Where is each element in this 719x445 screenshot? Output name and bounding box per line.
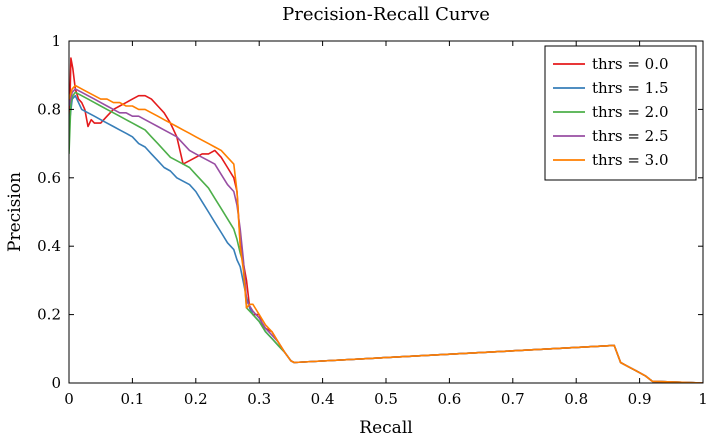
x-tick-label: 0.3: [247, 390, 271, 408]
x-tick-label: 0.9: [628, 390, 652, 408]
legend-box: [544, 45, 697, 181]
y-tick-label: 0.4: [37, 237, 61, 255]
x-tick-label: 0: [64, 390, 74, 408]
x-tick-label: 0.6: [437, 390, 461, 408]
x-tick-label: 0.5: [374, 390, 398, 408]
x-tick-label: 0.2: [184, 390, 208, 408]
x-axis: 0 0.1 0.2 0.3 0.4 0.5 0.6 0.7 0.8 0.9 1: [64, 41, 708, 408]
series-line-4: [69, 84, 703, 383]
y-axis: 0 0.2 0.4 0.6 0.8 1: [37, 32, 703, 392]
x-tick-label: 0.7: [501, 390, 525, 408]
legend-label: thrs = 2.0: [592, 103, 669, 121]
y-tick-label: 0.8: [37, 100, 61, 118]
y-tick-label: 0: [51, 374, 61, 392]
y-tick-label: 0.6: [37, 169, 61, 187]
y-axis-label: Precision: [5, 172, 25, 252]
legend-label: thrs = 0.0: [592, 55, 669, 73]
x-axis-label: Recall: [359, 418, 412, 438]
x-tick-label: 1: [698, 390, 708, 408]
series-layer: [69, 57, 703, 383]
y-tick-label: 0.2: [37, 306, 61, 324]
chart-title: Precision-Recall Curve: [282, 4, 490, 25]
x-tick-label: 0.8: [564, 390, 588, 408]
legend: thrs = 0.0 thrs = 1.5 thrs = 2.0 thrs = 2.5…: [544, 45, 697, 181]
legend-label: thrs = 3.0: [592, 151, 669, 169]
legend-label: thrs = 1.5: [592, 79, 669, 97]
legend-label: thrs = 2.5: [592, 127, 669, 145]
y-tick-label: 1: [51, 32, 61, 50]
x-tick-label: 0.1: [120, 390, 144, 408]
x-tick-label: 0.4: [311, 390, 335, 408]
